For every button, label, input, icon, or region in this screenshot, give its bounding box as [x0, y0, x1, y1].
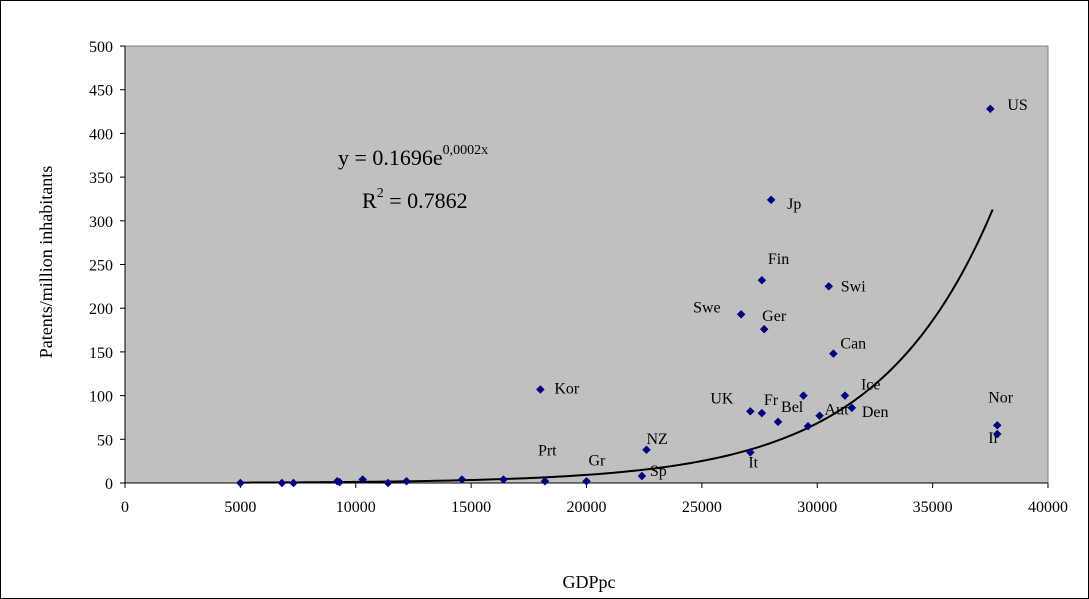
data-point-marker — [757, 408, 767, 418]
data-point-marker — [289, 478, 298, 488]
x-tick-label: 25000 — [682, 499, 722, 516]
data-point-marker — [824, 281, 834, 291]
data-point-marker — [535, 385, 545, 394]
data-point-marker — [637, 471, 647, 481]
data-point-marker — [383, 478, 393, 488]
point-label: Swe — [693, 299, 721, 316]
point-label: Nor — [988, 389, 1014, 406]
data-point-marker — [745, 448, 755, 457]
point-label: Ice — [861, 377, 881, 394]
point-label: Ger — [762, 308, 787, 325]
y-tick-label: 100 — [89, 389, 113, 406]
trendline-equation: y = 0.1696e0,0002x — [338, 143, 488, 170]
data-point-marker — [402, 476, 411, 486]
data-point-marker — [236, 478, 245, 488]
point-label: UK — [710, 390, 734, 407]
data-point-marker — [840, 391, 850, 400]
point-label: Fin — [768, 251, 789, 268]
x-tick-label: 30000 — [797, 499, 837, 516]
r-squared-exponent: 2 — [377, 186, 384, 201]
point-label: Ir — [988, 430, 999, 447]
data-point-marker — [803, 421, 813, 431]
y-tick-label: 450 — [89, 83, 113, 100]
point-label: US — [1007, 97, 1027, 114]
r-squared-label: R2 = 0.7862 — [362, 186, 468, 213]
data-point-marker — [457, 475, 467, 484]
x-axis-title: GDPpc — [563, 572, 616, 592]
y-tick-label: 50 — [97, 432, 113, 449]
data-point-marker — [358, 475, 368, 484]
x-tick-label: 0 — [121, 499, 129, 516]
x-tick-label: 10000 — [336, 499, 376, 516]
x-tick-label: 5000 — [224, 499, 256, 516]
trendline-equation-exponent: 0,0002x — [443, 143, 489, 158]
y-tick-label: 350 — [89, 170, 113, 187]
data-point-marker — [499, 475, 508, 484]
point-label: Kor — [554, 380, 580, 397]
point-label: Fr — [764, 392, 779, 409]
y-tick-label: 0 — [105, 476, 113, 493]
y-axis: 0 50 100 150 200 250 300 350 400 450 500 — [89, 39, 126, 493]
data-point-marker — [582, 476, 591, 486]
data-point-marker — [540, 476, 550, 486]
point-label: Aut — [825, 402, 850, 419]
x-tick-label: 40000 — [1028, 499, 1068, 516]
point-labels: Kor Prt Gr Sp NZ Swe UK It Fin Fr Ger Jp Bel Aut Swi Ca… — [538, 97, 1028, 480]
exponential-trendline — [240, 209, 994, 484]
data-point-marker — [277, 478, 287, 488]
point-label: Jp — [787, 196, 801, 213]
x-tick-label: 20000 — [567, 499, 607, 516]
data-point-marker — [335, 477, 344, 487]
y-tick-label: 400 — [89, 126, 113, 143]
y-axis-title: Patents/million inhabitants — [36, 166, 56, 359]
data-point-marker — [992, 420, 1002, 430]
data-point-marker — [773, 417, 783, 427]
data-point-marker — [847, 403, 857, 413]
data-point-marker — [745, 406, 755, 416]
data-points — [236, 104, 1002, 488]
data-point-marker — [757, 275, 767, 285]
point-label: Bel — [781, 399, 804, 416]
data-point-marker — [766, 195, 776, 205]
data-point-marker — [759, 324, 769, 334]
plot-area — [124, 45, 1049, 484]
point-label: NZ — [646, 431, 667, 448]
y-tick-label: 150 — [89, 345, 113, 362]
y-tick-label: 200 — [89, 301, 113, 318]
y-tick-label: 500 — [89, 39, 113, 56]
data-point-marker — [815, 411, 824, 421]
point-label: Den — [862, 404, 889, 421]
x-tick-label: 35000 — [913, 499, 953, 516]
x-axis: 0 5000 10000 15000 20000 25000 30000 35000 40000 — [121, 482, 1068, 516]
x-tick-label: 15000 — [451, 499, 491, 516]
y-tick-label: 250 — [89, 258, 113, 275]
data-point-marker — [992, 429, 1002, 439]
data-point-marker — [736, 309, 746, 319]
point-label: Sp — [650, 463, 667, 480]
point-label: Swi — [841, 278, 866, 295]
y-tick-label: 300 — [89, 214, 113, 231]
data-point-marker — [985, 104, 995, 114]
data-point-marker — [829, 349, 838, 359]
point-label: Can — [840, 336, 866, 353]
point-label: It — [748, 454, 758, 471]
point-label: Prt — [538, 442, 557, 459]
data-point-marker — [799, 391, 808, 400]
data-point-marker — [642, 445, 651, 455]
point-label: Gr — [589, 452, 607, 469]
